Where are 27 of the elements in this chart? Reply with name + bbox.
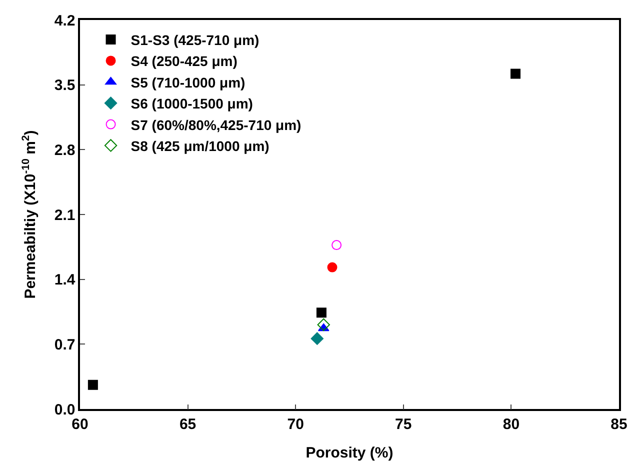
x-tick-label: 85: [610, 416, 628, 433]
legend-label: S4 (250-425 μm): [130, 53, 238, 70]
x-tick-label: 70: [287, 416, 304, 433]
y-tick-label: 1.4: [54, 272, 76, 289]
legend-label: S8 (425 μm/1000 μm): [130, 138, 270, 154]
y-tick-label: 3.5: [54, 77, 76, 94]
point: [332, 240, 342, 250]
legend-label: S5 (710-1000 μm): [130, 74, 246, 90]
y-tick-label: 4.2: [54, 12, 76, 30]
x-axis-title: Porosity (%): [306, 444, 394, 462]
y-tick-label: 0.0: [54, 401, 76, 418]
y-tick-label: 0.7: [54, 336, 76, 354]
y-tick-label: 2.1: [54, 206, 76, 224]
x-tick-label: 80: [502, 416, 520, 433]
point: [327, 262, 338, 272]
legend-label: S6 (1000-1500 μm): [130, 96, 253, 112]
point: [316, 308, 326, 318]
x-tick-label: 60: [72, 416, 88, 433]
y-tick-label: 2.8: [54, 142, 76, 159]
x-tick-label: 75: [395, 416, 412, 433]
x-tick-label: 65: [179, 416, 196, 433]
point: [510, 68, 521, 79]
point: [88, 380, 98, 390]
legend-label: S7 (60%/80%,425-710 μm): [130, 116, 302, 133]
point: [317, 318, 330, 332]
point: [310, 332, 324, 345]
legend-label: S1-S3 (425-710 μm): [130, 32, 260, 48]
